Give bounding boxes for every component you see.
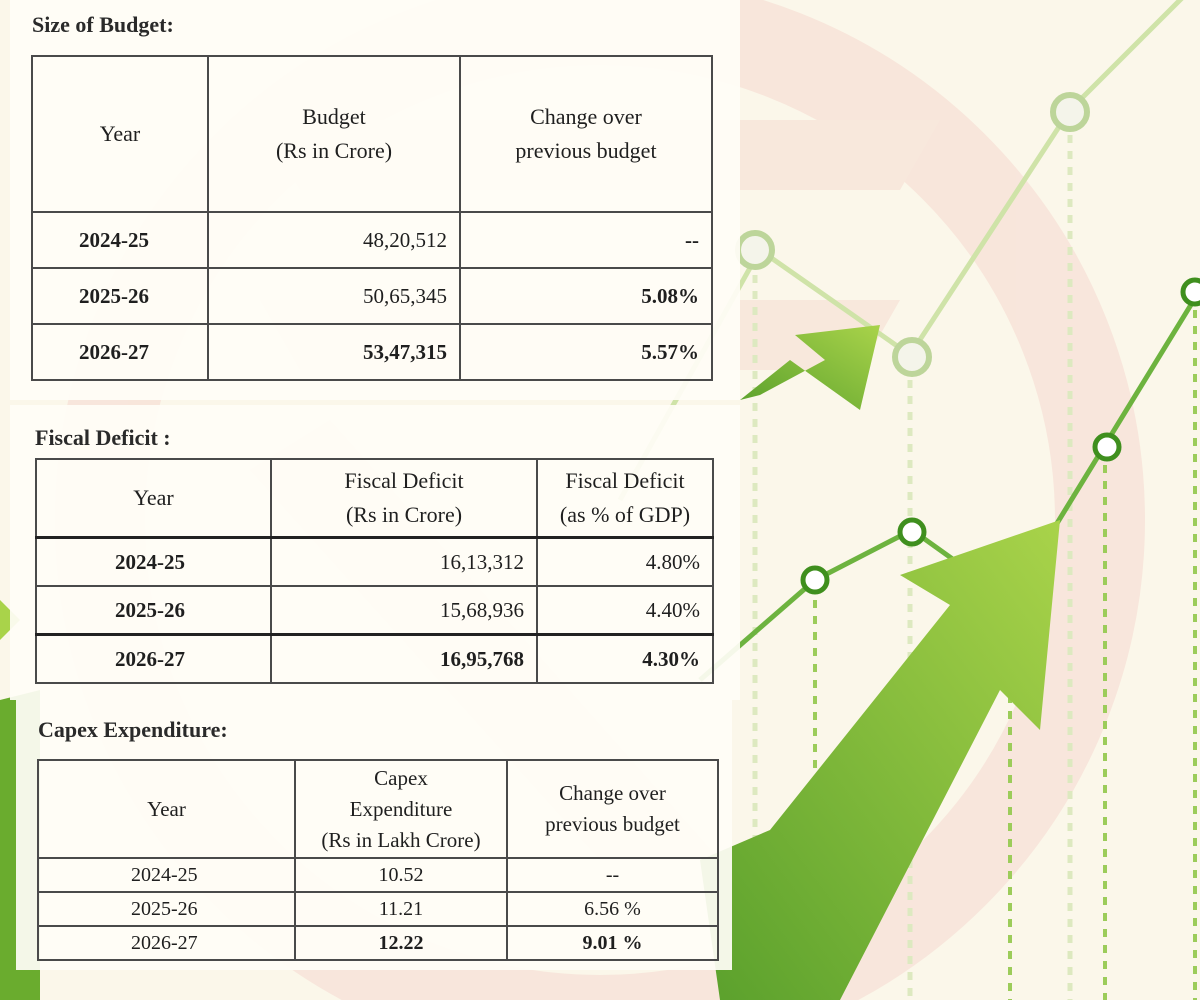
budget-amount-header: Budget (Rs in Crore) [207, 55, 461, 213]
fiscal-deficit-table: Year Fiscal Deficit (Rs in Crore) Fiscal … [35, 458, 714, 684]
budget-amount-cell: 48,20,512 [207, 211, 461, 269]
year-cell: 2026-27 [35, 633, 272, 684]
graph-point-icon [1050, 92, 1090, 132]
growth-arrow-icon [740, 325, 880, 410]
fiscal-amount-cell: 16,95,768 [270, 633, 538, 684]
budget-amount-cell: 50,65,345 [207, 267, 461, 325]
budget-section-title: Size of Budget: [32, 12, 174, 37]
fiscal-pct-cell: 4.30% [536, 633, 714, 684]
table-row: 2025-26 15,68,936 4.40% [35, 585, 714, 636]
table-row: 2024-25 48,20,512 -- [31, 211, 713, 269]
graph-point-icon [892, 337, 932, 377]
table-row: 2025-26 11.21 6.56 % [37, 891, 719, 927]
year-cell: 2025-26 [31, 267, 209, 325]
fiscal-pct-cell: 4.40% [536, 585, 714, 636]
year-header: Year [31, 55, 209, 213]
capex-amount-cell: 12.22 [294, 925, 508, 961]
graph-point-icon [897, 517, 927, 547]
table-row: 2024-25 16,13,312 4.80% [35, 536, 714, 587]
change-cell: 6.56 % [506, 891, 719, 927]
graph-point-icon [735, 230, 775, 270]
table-row: 2026-27 53,47,315 5.57% [31, 323, 713, 381]
change-header: Change over previous budget [459, 55, 713, 213]
capex-amount-cell: 10.52 [294, 857, 508, 893]
year-cell: 2025-26 [35, 585, 272, 636]
year-cell: 2025-26 [37, 891, 296, 927]
fiscal-amount-header: Fiscal Deficit (Rs in Crore) [270, 458, 538, 539]
table-row: 2025-26 50,65,345 5.08% [31, 267, 713, 325]
change-cell: 5.08% [459, 267, 713, 325]
year-cell: 2026-27 [31, 323, 209, 381]
year-cell: 2024-25 [31, 211, 209, 269]
graph-point-icon [1092, 432, 1122, 462]
change-cell: -- [459, 211, 713, 269]
graph-point-icon [1180, 277, 1200, 307]
fiscal-amount-cell: 16,13,312 [270, 536, 538, 587]
capex-section-title: Capex Expenditure: [38, 717, 228, 742]
change-cell: 5.57% [459, 323, 713, 381]
table-row: 2024-25 10.52 -- [37, 857, 719, 893]
year-cell: 2024-25 [35, 536, 272, 587]
year-cell: 2024-25 [37, 857, 296, 893]
change-cell: -- [506, 857, 719, 893]
capex-table: Year Capex Expenditure (Rs in Lakh Crore) … [37, 759, 719, 961]
year-header: Year [35, 458, 272, 539]
capex-amount-header: Capex Expenditure (Rs in Lakh Crore) [294, 759, 508, 859]
graph-point-icon [800, 565, 830, 595]
fiscal-amount-cell: 15,68,936 [270, 585, 538, 636]
fiscal-pct-header: Fiscal Deficit (as % of GDP) [536, 458, 714, 539]
year-cell: 2026-27 [37, 925, 296, 961]
growth-arrow-icon [700, 520, 1060, 1000]
budget-table: Year Budget (Rs in Crore) Change over prev… [31, 55, 713, 381]
change-cell: 9.01 % [506, 925, 719, 961]
change-header: Change over previous budget [506, 759, 719, 859]
table-row: 2026-27 12.22 9.01 % [37, 925, 719, 961]
table-header-row: Year Capex Expenditure (Rs in Lakh Crore) … [37, 759, 719, 859]
capex-amount-cell: 11.21 [294, 891, 508, 927]
table-row: 2026-27 16,95,768 4.30% [35, 633, 714, 684]
fiscal-pct-cell: 4.80% [536, 536, 714, 587]
budget-amount-cell: 53,47,315 [207, 323, 461, 381]
year-header: Year [37, 759, 296, 859]
table-header-row: Year Budget (Rs in Crore) Change over prev… [31, 55, 713, 213]
fiscal-section-title: Fiscal Deficit : [35, 425, 171, 450]
table-header-row: Year Fiscal Deficit (Rs in Crore) Fiscal … [35, 458, 714, 539]
